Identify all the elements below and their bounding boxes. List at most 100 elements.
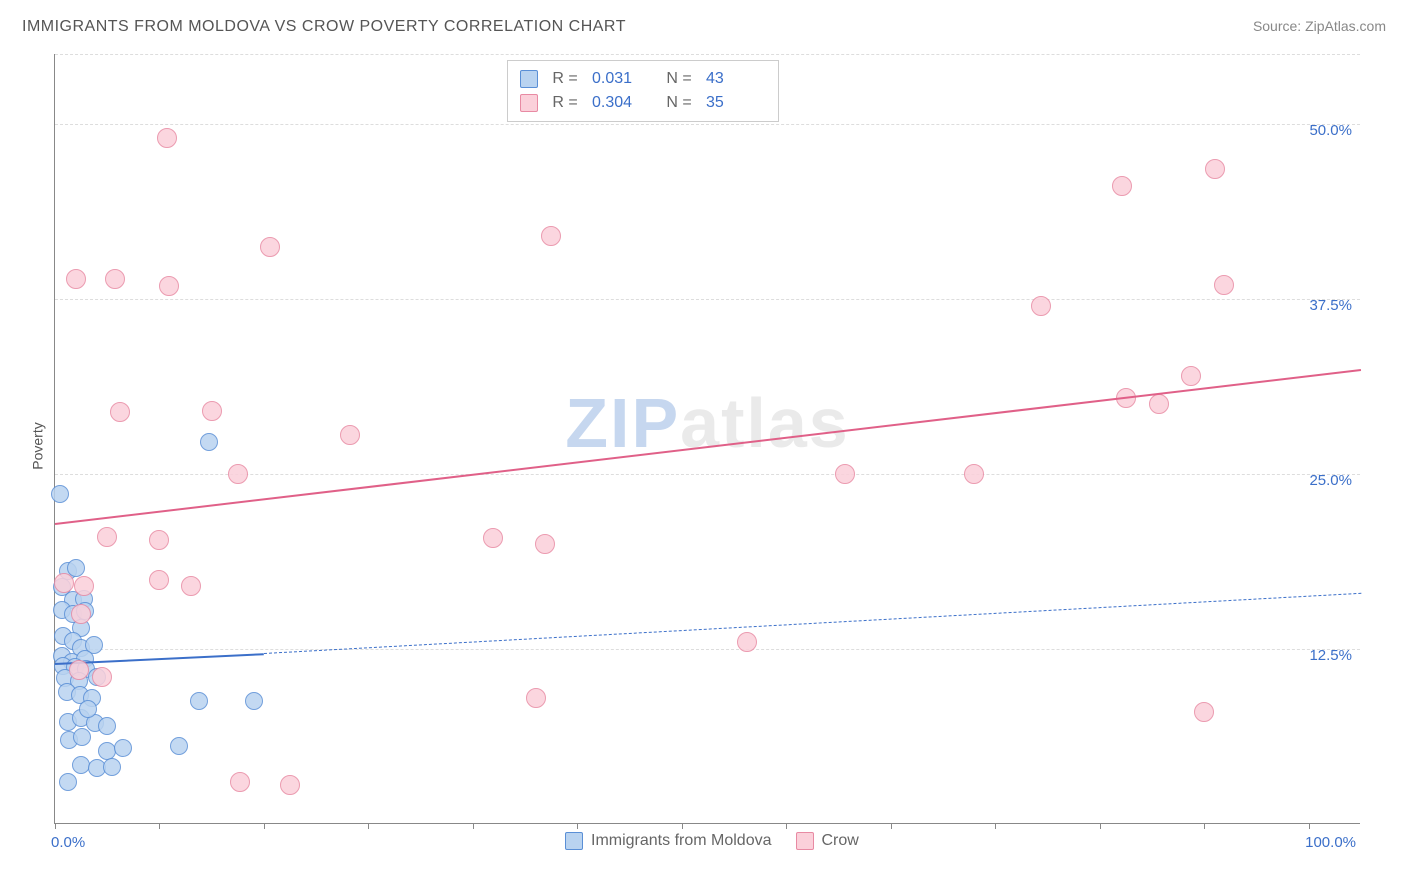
regression-line	[264, 593, 1361, 654]
legend-n-value: 35	[706, 94, 766, 112]
legend-swatch	[565, 832, 583, 850]
legend-n-label: N =	[662, 70, 696, 88]
y-tick-label: 25.0%	[1309, 472, 1352, 489]
source-prefix: Source:	[1253, 18, 1305, 34]
legend-label: Crow	[822, 832, 859, 850]
data-point-moldova	[170, 737, 188, 755]
data-point-crow	[1112, 176, 1132, 196]
chart-title: IMMIGRANTS FROM MOLDOVA VS CROW POVERTY …	[22, 18, 626, 36]
legend-item: Crow	[796, 832, 859, 850]
data-point-crow	[149, 530, 169, 550]
x-tick	[55, 823, 56, 829]
gridline	[55, 474, 1360, 475]
data-point-crow	[1149, 394, 1169, 414]
data-point-moldova	[200, 433, 218, 451]
legend-row: R = 0.031 N = 43	[520, 67, 766, 91]
data-point-crow	[1031, 296, 1051, 316]
data-point-moldova	[59, 773, 77, 791]
data-point-crow	[737, 632, 757, 652]
legend-n-label: N =	[662, 94, 696, 112]
data-point-crow	[54, 573, 74, 593]
x-tick	[786, 823, 787, 829]
legend-item: Immigrants from Moldova	[565, 832, 772, 850]
data-point-crow	[1214, 275, 1234, 295]
legend-row: R = 0.304 N = 35	[520, 91, 766, 115]
legend-series: Immigrants from Moldova Crow	[565, 832, 859, 850]
x-tick-label: 0.0%	[51, 834, 85, 851]
gridline	[55, 54, 1360, 55]
data-point-crow	[66, 269, 86, 289]
data-point-crow	[1205, 159, 1225, 179]
data-point-moldova	[190, 692, 208, 710]
data-point-crow	[964, 464, 984, 484]
legend-r-label: R =	[548, 94, 582, 112]
legend-r-value: 0.031	[592, 70, 652, 88]
data-point-crow	[69, 660, 89, 680]
x-tick	[368, 823, 369, 829]
chart-container: IMMIGRANTS FROM MOLDOVA VS CROW POVERTY …	[0, 0, 1406, 892]
data-point-crow	[526, 688, 546, 708]
data-point-crow	[157, 128, 177, 148]
chart-source: Source: ZipAtlas.com	[1253, 18, 1386, 34]
data-point-crow	[340, 425, 360, 445]
data-point-crow	[541, 226, 561, 246]
legend-r-value: 0.304	[592, 94, 652, 112]
legend-swatch	[520, 70, 538, 88]
data-point-moldova	[98, 717, 116, 735]
data-point-crow	[202, 401, 222, 421]
x-tick	[1100, 823, 1101, 829]
data-point-crow	[74, 576, 94, 596]
data-point-crow	[483, 528, 503, 548]
data-point-crow	[1181, 366, 1201, 386]
legend-n-value: 43	[706, 70, 766, 88]
gridline	[55, 299, 1360, 300]
watermark-atlas: atlas	[680, 384, 850, 462]
data-point-moldova	[114, 739, 132, 757]
data-point-moldova	[79, 700, 97, 718]
x-tick	[682, 823, 683, 829]
gridline	[55, 649, 1360, 650]
y-tick-label: 12.5%	[1309, 647, 1352, 664]
data-point-crow	[228, 464, 248, 484]
data-point-crow	[1194, 702, 1214, 722]
data-point-moldova	[103, 758, 121, 776]
source-link[interactable]: ZipAtlas.com	[1305, 18, 1386, 34]
legend-label: Immigrants from Moldova	[591, 832, 772, 850]
y-tick-label: 37.5%	[1309, 297, 1352, 314]
data-point-crow	[181, 576, 201, 596]
x-tick	[891, 823, 892, 829]
data-point-crow	[535, 534, 555, 554]
data-point-moldova	[245, 692, 263, 710]
plot-area: ZIPatlas 12.5%25.0%37.5%50.0%0.0%100.0%R…	[54, 54, 1360, 824]
data-point-crow	[149, 570, 169, 590]
watermark: ZIPatlas	[565, 383, 849, 463]
data-point-moldova	[73, 728, 91, 746]
data-point-crow	[92, 667, 112, 687]
x-tick-label: 100.0%	[1305, 834, 1356, 851]
regression-line	[55, 369, 1361, 525]
data-point-moldova	[51, 485, 69, 503]
x-tick	[1309, 823, 1310, 829]
data-point-crow	[110, 402, 130, 422]
x-tick	[159, 823, 160, 829]
gridline	[55, 124, 1360, 125]
legend-swatch	[520, 94, 538, 112]
data-point-crow	[260, 237, 280, 257]
y-tick-label: 50.0%	[1309, 122, 1352, 139]
data-point-crow	[835, 464, 855, 484]
x-tick	[1204, 823, 1205, 829]
data-point-crow	[280, 775, 300, 795]
data-point-crow	[105, 269, 125, 289]
data-point-crow	[230, 772, 250, 792]
y-axis-title: Poverty	[30, 422, 46, 469]
x-tick	[473, 823, 474, 829]
legend-swatch	[796, 832, 814, 850]
x-tick	[995, 823, 996, 829]
legend-correlation: R = 0.031 N = 43 R = 0.304 N = 35	[507, 60, 779, 122]
data-point-crow	[71, 604, 91, 624]
x-tick	[264, 823, 265, 829]
legend-r-label: R =	[548, 70, 582, 88]
data-point-crow	[159, 276, 179, 296]
data-point-crow	[97, 527, 117, 547]
x-tick	[577, 823, 578, 829]
